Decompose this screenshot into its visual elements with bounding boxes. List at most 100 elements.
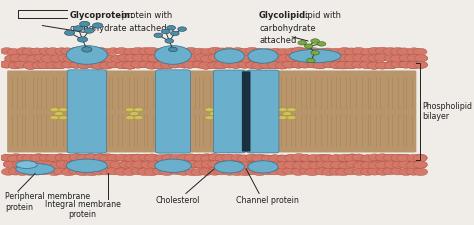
Circle shape bbox=[35, 160, 49, 168]
Circle shape bbox=[308, 161, 322, 168]
Circle shape bbox=[330, 155, 344, 162]
Circle shape bbox=[126, 161, 139, 168]
Circle shape bbox=[9, 168, 22, 175]
Circle shape bbox=[407, 154, 421, 162]
Circle shape bbox=[407, 54, 421, 61]
Circle shape bbox=[313, 62, 327, 69]
Circle shape bbox=[177, 48, 191, 56]
Circle shape bbox=[353, 54, 367, 62]
Circle shape bbox=[298, 61, 312, 68]
Circle shape bbox=[94, 161, 108, 168]
Circle shape bbox=[62, 61, 75, 68]
Ellipse shape bbox=[125, 116, 135, 120]
Circle shape bbox=[186, 161, 200, 168]
Circle shape bbox=[64, 55, 78, 63]
Circle shape bbox=[141, 54, 155, 62]
Circle shape bbox=[15, 155, 30, 162]
Circle shape bbox=[182, 61, 197, 68]
Text: Cholesterol: Cholesterol bbox=[155, 196, 200, 205]
Circle shape bbox=[231, 162, 245, 169]
Circle shape bbox=[73, 54, 87, 61]
Circle shape bbox=[23, 62, 38, 69]
Circle shape bbox=[138, 61, 152, 68]
Circle shape bbox=[337, 55, 351, 61]
Ellipse shape bbox=[209, 112, 219, 116]
Circle shape bbox=[138, 61, 152, 68]
Circle shape bbox=[193, 48, 206, 55]
Circle shape bbox=[399, 61, 412, 68]
Circle shape bbox=[161, 29, 170, 34]
Circle shape bbox=[118, 54, 132, 62]
Text: protein with: protein with bbox=[119, 11, 173, 20]
Circle shape bbox=[169, 47, 177, 52]
Circle shape bbox=[62, 169, 76, 176]
Circle shape bbox=[400, 169, 413, 176]
Circle shape bbox=[0, 154, 13, 161]
Circle shape bbox=[69, 154, 83, 161]
Circle shape bbox=[125, 54, 138, 61]
Circle shape bbox=[178, 54, 191, 61]
Circle shape bbox=[149, 162, 163, 169]
Circle shape bbox=[260, 61, 274, 69]
Circle shape bbox=[47, 155, 61, 162]
Circle shape bbox=[51, 162, 64, 169]
Circle shape bbox=[304, 44, 313, 48]
Circle shape bbox=[178, 54, 191, 61]
Circle shape bbox=[193, 161, 208, 168]
Circle shape bbox=[224, 161, 238, 168]
Circle shape bbox=[315, 48, 329, 56]
Circle shape bbox=[0, 61, 14, 68]
Circle shape bbox=[352, 154, 365, 161]
Circle shape bbox=[414, 61, 428, 68]
Circle shape bbox=[336, 61, 350, 69]
Ellipse shape bbox=[58, 116, 68, 120]
Circle shape bbox=[344, 54, 358, 62]
Circle shape bbox=[43, 162, 57, 169]
Circle shape bbox=[199, 62, 213, 69]
Circle shape bbox=[76, 169, 90, 176]
Circle shape bbox=[283, 61, 297, 68]
Circle shape bbox=[53, 62, 67, 69]
Circle shape bbox=[329, 62, 343, 69]
Circle shape bbox=[157, 162, 170, 169]
Circle shape bbox=[92, 23, 103, 28]
Circle shape bbox=[76, 48, 91, 55]
Circle shape bbox=[83, 154, 98, 161]
Circle shape bbox=[145, 62, 159, 69]
Circle shape bbox=[248, 55, 262, 62]
Circle shape bbox=[169, 48, 184, 55]
Circle shape bbox=[277, 161, 290, 168]
Circle shape bbox=[228, 61, 243, 68]
Circle shape bbox=[248, 55, 262, 62]
Circle shape bbox=[315, 155, 329, 162]
Circle shape bbox=[164, 54, 178, 62]
Circle shape bbox=[215, 155, 228, 162]
Circle shape bbox=[39, 48, 52, 55]
Circle shape bbox=[399, 54, 413, 61]
Circle shape bbox=[255, 54, 269, 61]
Circle shape bbox=[375, 47, 390, 54]
Circle shape bbox=[132, 54, 146, 61]
Circle shape bbox=[119, 161, 132, 168]
Circle shape bbox=[336, 168, 350, 176]
Circle shape bbox=[84, 169, 99, 176]
Circle shape bbox=[70, 61, 83, 68]
Circle shape bbox=[46, 62, 60, 69]
Circle shape bbox=[7, 155, 20, 162]
Circle shape bbox=[267, 61, 282, 69]
Circle shape bbox=[18, 55, 31, 62]
Circle shape bbox=[406, 155, 419, 162]
Circle shape bbox=[336, 61, 350, 69]
Circle shape bbox=[199, 62, 213, 69]
Circle shape bbox=[407, 61, 420, 69]
Circle shape bbox=[144, 168, 159, 176]
Circle shape bbox=[385, 161, 398, 168]
Circle shape bbox=[246, 155, 259, 162]
Circle shape bbox=[34, 54, 47, 61]
Circle shape bbox=[168, 61, 182, 68]
Circle shape bbox=[261, 49, 274, 55]
Text: Integral membrane
protein: Integral membrane protein bbox=[45, 200, 120, 219]
Ellipse shape bbox=[16, 161, 37, 169]
Circle shape bbox=[292, 168, 305, 176]
Circle shape bbox=[346, 161, 360, 168]
